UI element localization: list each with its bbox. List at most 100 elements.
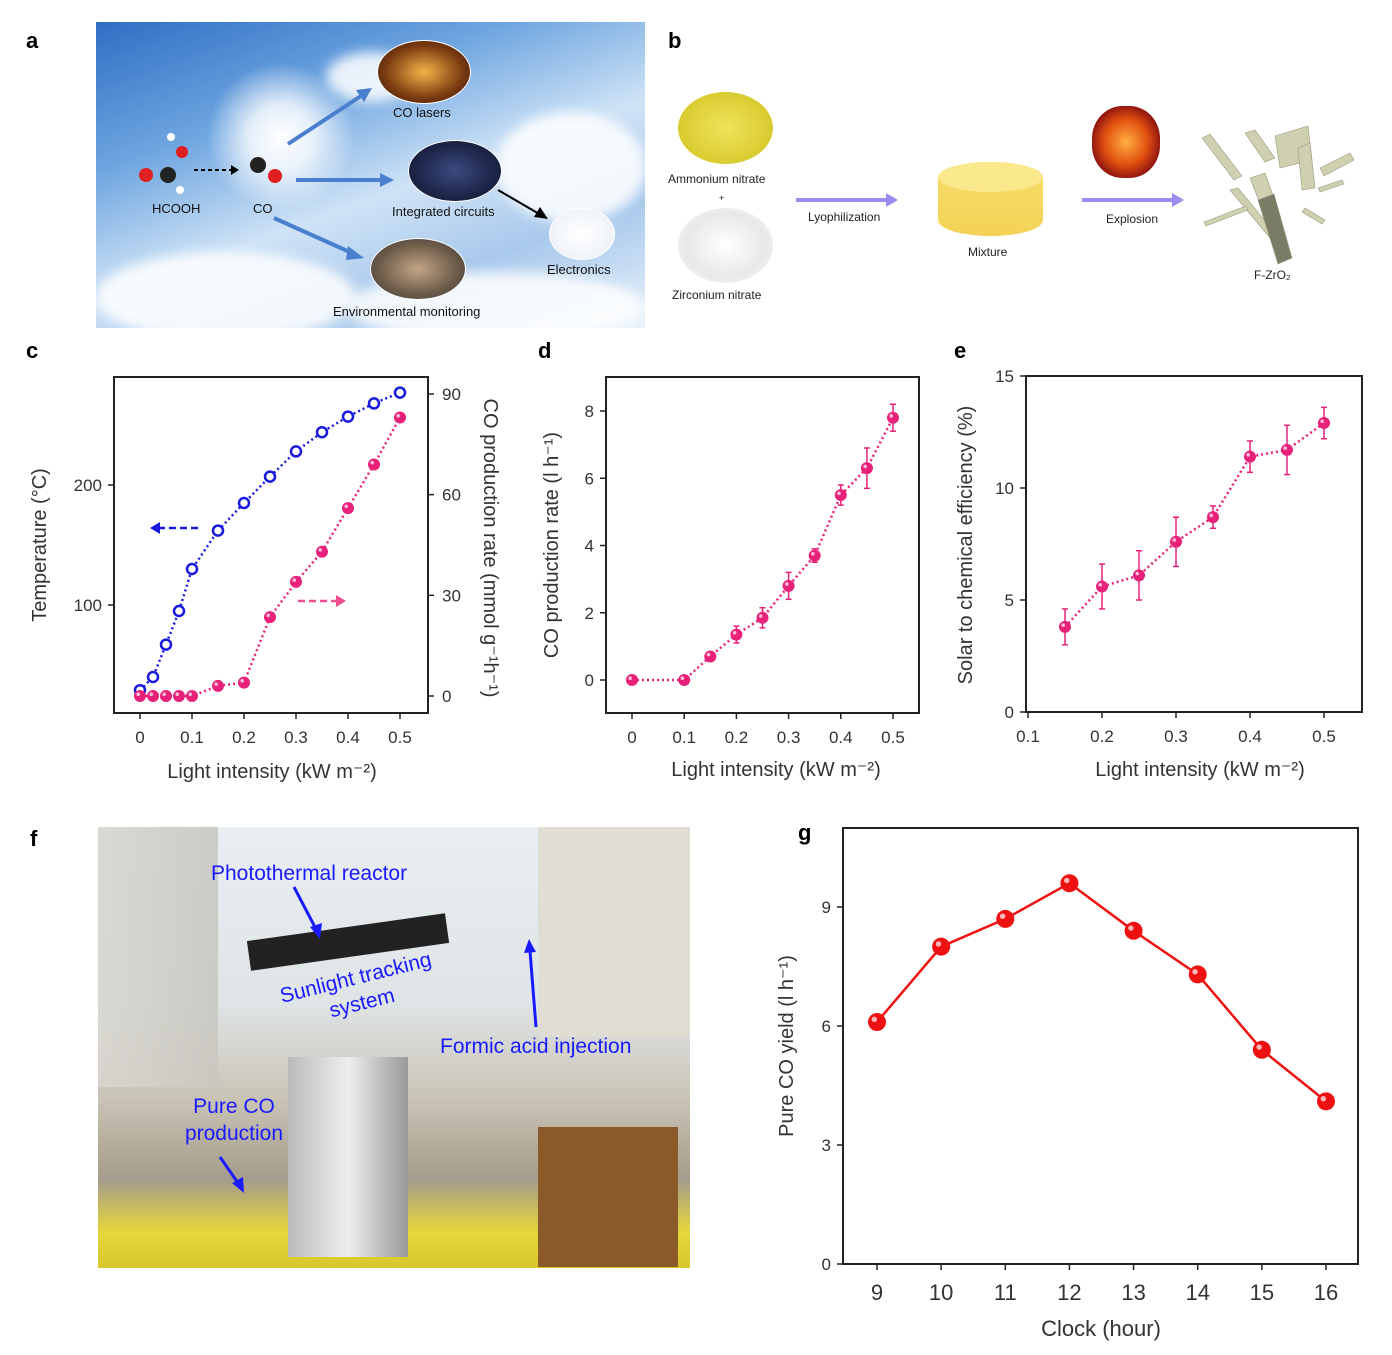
data-point-highlight (706, 652, 711, 657)
series-line-co-production-rate (632, 417, 895, 682)
data-point-highlight (837, 491, 841, 496)
data-point (159, 638, 173, 651)
series-line-temperature (139, 391, 401, 692)
data-point (1207, 511, 1219, 524)
panel-label-e: e (954, 338, 967, 363)
y-tick-label: 9 (822, 898, 831, 917)
x-tick-label: 11 (994, 1280, 1017, 1305)
data-point-highlight (680, 676, 685, 680)
y-tick-label: 0 (822, 1255, 831, 1274)
chart-g-xlabel: Clock (hour) (1041, 1316, 1161, 1341)
ammonium-nitrate-powder (678, 92, 773, 164)
explosion-label: Explosion (1106, 212, 1159, 226)
y-tick-label: 200 (74, 476, 102, 495)
data-point-highlight (292, 578, 297, 582)
y-tick-label: 0 (1005, 703, 1014, 722)
data-point (341, 410, 355, 423)
series-line-pure-co-yield (876, 881, 1327, 1103)
chart-e-frame (1025, 375, 1363, 713)
x-tick-label: 0.5 (1312, 727, 1336, 746)
data-point-highlight (188, 692, 192, 696)
data-point-highlight (935, 941, 942, 947)
data-point (1059, 620, 1071, 633)
mixture-label: Mixture (968, 245, 1008, 259)
chart-d-frame (605, 376, 920, 714)
hcooh-label: HCOOH (152, 201, 201, 216)
data-point (368, 458, 380, 471)
data-point (186, 690, 198, 702)
data-point (1281, 443, 1293, 456)
data-point-highlight (785, 582, 789, 586)
x-tick-label: 0.5 (881, 728, 905, 747)
x-tick-label: 0.3 (777, 728, 801, 747)
data-point (808, 549, 821, 562)
data-point (393, 386, 407, 399)
co-lasers-photo (377, 40, 471, 104)
y-tick-label: 3 (822, 1136, 831, 1155)
photothermal-reactor-label: Photothermal reactor (211, 862, 408, 885)
data-point-highlight (266, 613, 271, 618)
explosion-icon (1092, 106, 1160, 178)
left-axis-arrowhead (150, 522, 160, 534)
electronics-label: Electronics (547, 262, 611, 277)
data-point-highlight (149, 692, 153, 696)
data-point-highlight (1256, 1044, 1262, 1050)
data-point (1252, 1040, 1271, 1059)
data-point (1170, 535, 1182, 548)
tracker-stand (288, 1057, 408, 1257)
data-point-highlight (628, 676, 632, 680)
x-tick-label: 15 (1250, 1280, 1274, 1305)
data-point (1244, 450, 1256, 463)
panel-label-d: d (538, 338, 552, 363)
pure-co-production-label: Pure CO production (184, 1095, 284, 1145)
data-point (932, 937, 951, 956)
co-molecule-icon (250, 157, 282, 183)
chart-d-co-production-rate: CO production rate (l h⁻¹) Light intensi… (541, 376, 920, 781)
series-line-co-production-rate (140, 416, 402, 698)
y-tick-label: 6 (822, 1017, 831, 1036)
x-tick-label: 0.2 (232, 728, 256, 747)
data-point (860, 462, 873, 475)
data-point (868, 1013, 886, 1032)
y-tick-label: 5 (1005, 591, 1014, 610)
panel-label-g: g (798, 820, 812, 845)
x-tick-label: 0.4 (1238, 727, 1262, 746)
y-tick-label-right: 60 (442, 486, 461, 505)
data-point (1318, 417, 1330, 430)
chart-c-temperature-and-co-rate: Temperature (°C) CO production rate (mmo… (29, 376, 501, 783)
data-point-highlight (1061, 623, 1065, 627)
data-point (316, 545, 328, 558)
x-tick-label: 13 (1121, 1280, 1145, 1305)
data-point (678, 674, 691, 686)
data-point (263, 470, 277, 483)
chart-d-xlabel: Light intensity (kW m⁻²) (671, 759, 880, 781)
data-point-highlight (1246, 453, 1250, 457)
x-tick-label: 0.3 (1164, 727, 1188, 746)
data-point-highlight (1320, 419, 1324, 424)
x-tick-label: 16 (1314, 1280, 1338, 1305)
panel-label-c: c (26, 338, 39, 363)
data-point-highlight (344, 504, 349, 509)
x-tick-label: 0.5 (388, 728, 412, 747)
annotation-arrows (218, 886, 538, 1193)
x-tick-label: 12 (1057, 1280, 1081, 1305)
data-point (996, 909, 1015, 928)
data-point-highlight (1283, 446, 1287, 450)
x-tick-label: 0.3 (284, 728, 308, 747)
hcooh-molecule-icon (139, 133, 188, 194)
y-tick-label: 100 (74, 596, 102, 615)
y-tick-label: 0 (585, 671, 594, 690)
data-point-highlight (732, 631, 737, 635)
data-point (238, 676, 250, 689)
data-point (756, 611, 769, 624)
data-point (147, 690, 159, 702)
formic-acid-injection-label: Formic acid injection (440, 1035, 632, 1058)
chart-e-solar-to-chemical-efficiency: Solar to chemical efficiency (%) Light i… (955, 367, 1363, 781)
data-point-highlight (1192, 969, 1198, 975)
data-point-highlight (214, 682, 218, 686)
data-point (212, 679, 224, 692)
data-point-highlight (136, 692, 140, 696)
chart-g-ylabel: Pure CO yield (l h⁻¹) (776, 955, 798, 1137)
mixture-cylinder (938, 162, 1043, 236)
